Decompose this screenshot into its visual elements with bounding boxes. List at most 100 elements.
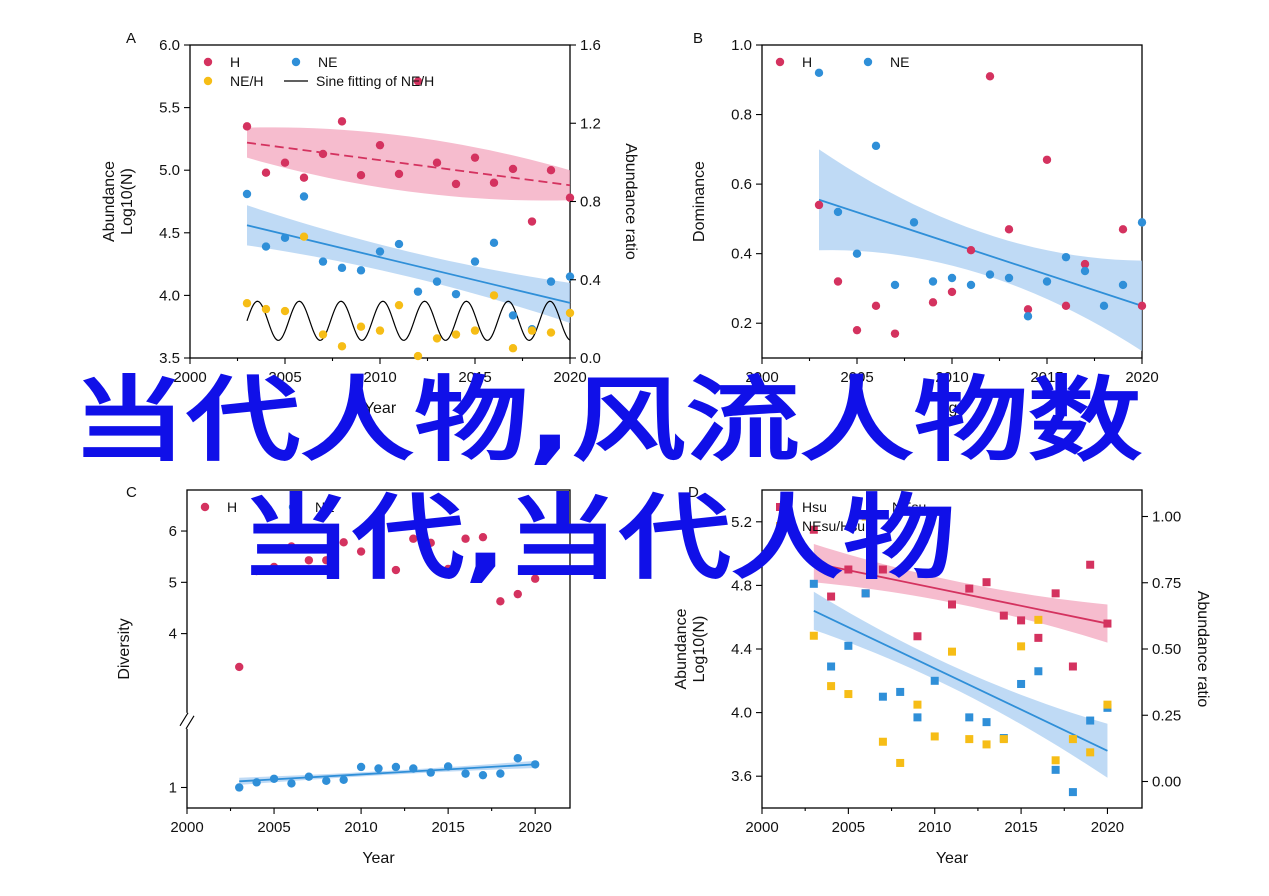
- x-tick-label: 2010: [363, 369, 396, 386]
- data-point-h: [833, 277, 843, 286]
- x-tick-label: 2010: [918, 819, 951, 836]
- plot-frame: [186, 489, 571, 809]
- data-point-ne: [1118, 280, 1128, 290]
- data-point-h: [299, 173, 309, 182]
- data-point-ratio: [827, 682, 836, 691]
- y-tick-label: 3.6: [731, 768, 752, 785]
- data-point-ratio: [261, 304, 271, 314]
- legend-label: H: [230, 54, 240, 70]
- data-point-ne: [280, 233, 290, 243]
- y-tick-label: 4: [169, 626, 177, 643]
- data-point-h: [1042, 155, 1052, 164]
- data-point-h: [999, 611, 1008, 620]
- data-point-ne: [928, 277, 938, 286]
- axis-break-mark: [185, 715, 195, 730]
- data-point-ne: [426, 768, 435, 777]
- data-point-h: [337, 117, 347, 126]
- data-point-ratio: [565, 308, 575, 318]
- x-tick-label: 2000: [173, 369, 206, 386]
- data-point-ne: [1099, 301, 1109, 311]
- data-point-ne: [304, 772, 314, 781]
- fit-line-h: [246, 141, 571, 187]
- data-point-h: [375, 140, 385, 150]
- legend-marker-h: [775, 57, 785, 67]
- data-point-ne: [287, 779, 296, 788]
- data-point-ne: [809, 579, 818, 588]
- data-point-ratio: [948, 647, 956, 656]
- data-point-ne: [339, 775, 348, 784]
- fit-line-ne: [813, 610, 1108, 752]
- data-point-ne: [451, 289, 461, 299]
- data-point-h: [1034, 633, 1043, 642]
- legend-marker-ne: [863, 57, 873, 67]
- data-point-ratio: [878, 737, 887, 746]
- data-point-h: [391, 565, 401, 575]
- data-point-ne: [513, 754, 522, 763]
- data-point-ne: [413, 287, 423, 296]
- y2-axis-label: Abundance ratio: [622, 143, 639, 260]
- data-point-h: [356, 171, 366, 180]
- data-point-ratio: [318, 330, 328, 339]
- x-tick-label: 2005: [257, 819, 290, 836]
- data-point-ne: [530, 760, 540, 769]
- data-point-ratio: [546, 328, 556, 337]
- axis-break-mark: [179, 712, 189, 727]
- watermark-line-1: 当代人物,风流人物数: [72, 367, 1142, 474]
- confidence-band-ne: [819, 149, 1142, 352]
- data-point-h: [478, 532, 488, 542]
- data-point-h: [508, 164, 518, 174]
- plot-frame: [189, 44, 571, 359]
- legend-marker-ne: [288, 502, 298, 512]
- data-point-h: [1086, 560, 1095, 569]
- confidence-band-ne: [813, 591, 1108, 778]
- panel-label: C: [126, 484, 137, 501]
- data-point-ratio: [356, 322, 366, 331]
- y-tick-label: 0.8: [731, 107, 752, 124]
- fit-line-ne: [246, 224, 571, 304]
- x-tick-label: 2020: [1125, 369, 1158, 386]
- data-point-ne: [318, 257, 328, 266]
- y2-tick-label: 0.50: [1152, 641, 1181, 658]
- data-point-ne: [1034, 667, 1043, 676]
- data-point-ratio: [844, 690, 853, 699]
- data-point-ne: [356, 762, 366, 772]
- data-point-h: [827, 592, 836, 601]
- y2-tick-label: 0.0: [580, 350, 601, 367]
- legend-marker-ratio: [203, 76, 213, 86]
- y-axis-label: Abundance: [673, 608, 690, 689]
- y-tick-label: 0.4: [731, 246, 752, 263]
- data-point-h: [965, 584, 974, 593]
- data-point-ne: [852, 249, 862, 258]
- legend-label: NEsu: [892, 499, 926, 515]
- x-tick-label: 2000: [745, 369, 778, 386]
- data-point-ne: [1004, 273, 1014, 283]
- x-axis-label: Year: [936, 850, 969, 867]
- data-point-ne: [242, 189, 252, 199]
- legend-label: NEsu/Hsu: [802, 518, 865, 534]
- data-point-h: [269, 562, 279, 572]
- data-point-ratio: [913, 700, 922, 709]
- y-tick-label: 3.5: [159, 350, 180, 367]
- panel-label: A: [126, 30, 136, 47]
- y-axis-label: Log10(N): [691, 616, 708, 683]
- data-point-h: [913, 632, 922, 641]
- data-point-ratio: [896, 758, 905, 767]
- data-point-ratio: [527, 326, 537, 335]
- data-point-h: [426, 538, 435, 548]
- data-point-h: [871, 301, 881, 311]
- data-point-ratio: [470, 326, 480, 335]
- y-tick-label: 6.0: [159, 37, 180, 54]
- data-point-h: [1061, 301, 1071, 311]
- data-point-ne: [871, 141, 881, 151]
- legend-label: NE/H: [230, 73, 263, 89]
- x-tick-label: 2000: [170, 819, 203, 836]
- data-point-h: [947, 287, 957, 297]
- data-point-h: [235, 662, 244, 672]
- data-point-ne: [546, 277, 556, 286]
- data-point-h: [896, 505, 905, 514]
- data-point-h: [443, 564, 453, 574]
- x-tick-label: 2010: [935, 369, 968, 386]
- data-point-h: [530, 574, 540, 583]
- panel-label: B: [693, 30, 703, 47]
- data-point-ne: [966, 280, 976, 290]
